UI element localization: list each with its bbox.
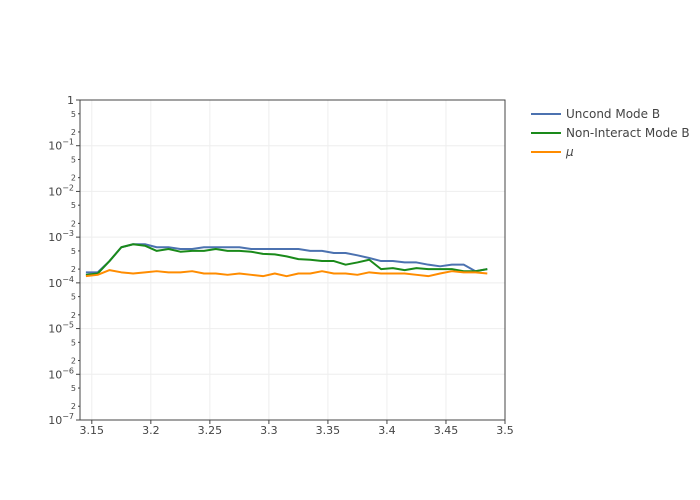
y-minor-tick-label: 2 — [71, 357, 76, 366]
y-tick-label: 10−1 — [48, 138, 74, 153]
axes: 3.15 3.2 3.25 3.3 3.35 3.4 3.45 3.5 1 10−1 10−2 10−… — [48, 94, 514, 437]
y-minor-tick-label: 2 — [71, 219, 76, 228]
x-tick-label: 3.25 — [198, 424, 223, 437]
y-minor-tick-label: 2 — [71, 174, 76, 183]
y-minor-tick-label: 5 — [71, 293, 76, 302]
series-line-0 — [85, 243, 488, 274]
legend-item-2[interactable]: μ — [531, 145, 574, 159]
x-tick-label: 3.35 — [316, 424, 341, 437]
legend-label: Non-Interact Mode B — [566, 126, 690, 140]
y-minor-tick-label: 5 — [71, 384, 76, 393]
series-line-2 — [85, 269, 488, 278]
y-tick-label: 10−3 — [48, 229, 74, 244]
x-tick-label: 3.2 — [142, 424, 160, 437]
x-tick-label: 3.5 — [496, 424, 514, 437]
legend[interactable]: Uncond Mode B Non-Interact Mode B μ — [531, 107, 690, 159]
y-minor-tick-label: 2 — [71, 311, 76, 320]
y-tick-label: 10−7 — [48, 412, 74, 427]
legend-label: Uncond Mode B — [566, 107, 660, 121]
y-minor-tick-label: 2 — [71, 402, 76, 411]
y-minor-tick-label: 5 — [71, 110, 76, 119]
y-minor-tick-label: 2 — [71, 128, 76, 137]
plot-area — [85, 243, 488, 278]
y-tick-label: 10−4 — [48, 275, 74, 290]
y-minor-tick-label: 5 — [71, 201, 76, 210]
y-minor-tick-label: 5 — [71, 338, 76, 347]
legend-label: μ — [565, 145, 574, 159]
x-tick-label: 3.3 — [260, 424, 278, 437]
x-tick-label: 3.4 — [378, 424, 396, 437]
y-tick-label: 1 — [67, 94, 74, 107]
legend-item-1[interactable]: Non-Interact Mode B — [531, 126, 690, 140]
x-tick-label: 3.15 — [80, 424, 105, 437]
y-minor-tick-label: 5 — [71, 247, 76, 256]
y-tick-label: 10−2 — [48, 183, 74, 198]
legend-item-0[interactable]: Uncond Mode B — [531, 107, 660, 121]
y-tick-label: 10−6 — [48, 366, 74, 381]
x-tick-label: 3.45 — [434, 424, 459, 437]
y-minor-tick-label: 5 — [71, 155, 76, 164]
grid-lines — [80, 99, 506, 421]
y-minor-tick-label: 2 — [71, 265, 76, 274]
series-line-1 — [85, 243, 488, 276]
plot-frame — [79, 99, 506, 421]
y-tick-label: 10−5 — [48, 321, 74, 336]
